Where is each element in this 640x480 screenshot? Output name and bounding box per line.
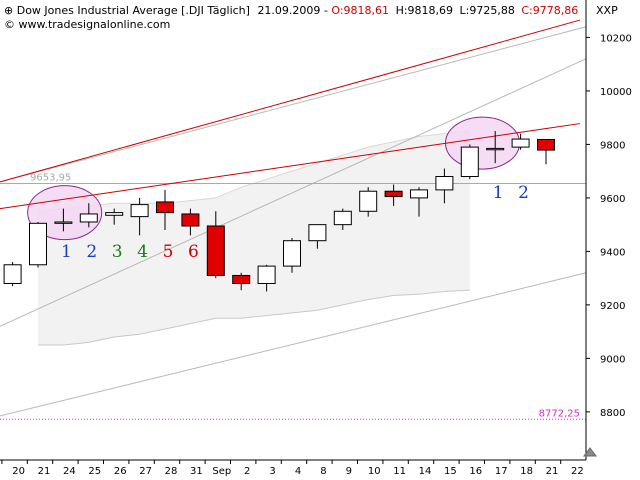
candle-up [29, 222, 47, 266]
annotation-label-1: 1 [61, 242, 72, 262]
candle-down [181, 213, 200, 227]
x-tick-label: Sep [212, 466, 231, 477]
candle-down [206, 225, 225, 276]
source-label: © www.tradesignalonline.com [4, 18, 170, 31]
candle-down [384, 190, 403, 198]
x-tick-label: 31 [190, 466, 203, 477]
x-tick-label: 22 [571, 466, 584, 477]
x-tick-label: 18 [520, 466, 533, 477]
annotation-label-2: 2 [86, 242, 97, 262]
range-band [38, 131, 470, 345]
x-tick-label: 26 [114, 466, 127, 477]
candle-up [257, 265, 276, 284]
trendlines [0, 19, 581, 210]
annotation-label-6: 6 [188, 242, 199, 262]
x-tick-label: 4 [295, 466, 301, 477]
candle-up [3, 264, 22, 284]
horizontal-lines: 9653,95 8772,25 [0, 172, 586, 420]
candle-up [410, 189, 428, 199]
annotation-label-5: 5 [163, 242, 174, 262]
x-tick-label: 25 [88, 466, 101, 477]
candle-up [105, 212, 124, 216]
reference-line-label-0: 9653,95 [30, 172, 71, 183]
candle-down [156, 201, 174, 214]
header-date: 21.09.2009 [257, 4, 320, 17]
annotations: 1 2 3 4 5 61 2 [61, 183, 529, 262]
candle-up [460, 146, 479, 178]
candle-down [232, 274, 251, 284]
reference-line-label-1: 8772,25 [539, 408, 580, 419]
candles [3, 131, 555, 292]
x-tick-label: 17 [495, 466, 508, 477]
x-tick-label: 24 [63, 466, 76, 477]
axes [0, 0, 597, 464]
background-layer [0, 26, 587, 417]
x-tick-label: 16 [469, 466, 482, 477]
y-tick-label: 8800 [600, 408, 625, 419]
x-tick-label: 21 [38, 466, 51, 477]
annotation-label-7: 1 [493, 183, 504, 203]
x-tick-label: 3 [269, 466, 275, 477]
y-tick-label: 9200 [600, 301, 625, 312]
x-tick-label: 11 [393, 466, 406, 477]
x-tick-label: 20 [12, 466, 25, 477]
candle-up [486, 147, 505, 151]
annotation-label-4: 4 [137, 242, 148, 262]
x-tick-label: 27 [139, 466, 152, 477]
symbol-label: XXP [596, 4, 618, 17]
y-tick-label: 9400 [600, 247, 625, 258]
y-tick-label: 9800 [600, 140, 625, 151]
x-tick-label: 8 [320, 466, 326, 477]
candle-up [54, 221, 73, 224]
y-tick-label: 9600 [600, 194, 625, 205]
header-close: C:9778,86 [521, 4, 578, 17]
candle-up [511, 138, 530, 148]
red-trendline-lower [0, 123, 581, 210]
header-icon: ⊕ [4, 4, 17, 17]
y-tick-label: 10200 [600, 33, 632, 44]
candle-up [283, 240, 301, 267]
x-tick-label: 28 [165, 466, 178, 477]
candle-up [333, 210, 352, 226]
candle-up [359, 190, 378, 212]
x-tick-label: 2 [244, 466, 250, 477]
annotation-label-3: 3 [112, 242, 123, 262]
header-high: H:9818,69 [396, 4, 453, 17]
x-tick-label: 14 [419, 466, 432, 477]
annotation-label-8: 2 [518, 183, 529, 203]
y-tick-label: 10000 [600, 87, 632, 98]
chart-header: ⊕ Dow Jones Industrial Average [.DJI Täg… [4, 4, 578, 17]
header-low: L:9725,88 [460, 4, 515, 17]
grey-trendline-high [0, 26, 587, 183]
candle-up [308, 224, 327, 242]
axis-corner-icon [583, 447, 597, 457]
x-tick-label: 10 [368, 466, 381, 477]
candle-up [130, 204, 149, 218]
y-tick-label: 9000 [600, 354, 625, 365]
x-tick-label: 21 [546, 466, 559, 477]
candle-down [537, 138, 555, 151]
band-lower-line [38, 289, 470, 346]
header-title: Dow Jones Industrial Average [.DJI Tägli… [17, 4, 250, 17]
candle-up [435, 176, 454, 191]
header-open: O:9818,61 [331, 4, 389, 17]
x-tick-label: 15 [444, 466, 457, 477]
grey-trendline-low [0, 272, 587, 417]
highlight-ellipse-right [445, 116, 520, 170]
candle-up [79, 213, 98, 223]
grey-trendline-mid [0, 58, 587, 327]
x-tick-label: 9 [346, 466, 352, 477]
red-trendline-upper [0, 19, 581, 183]
